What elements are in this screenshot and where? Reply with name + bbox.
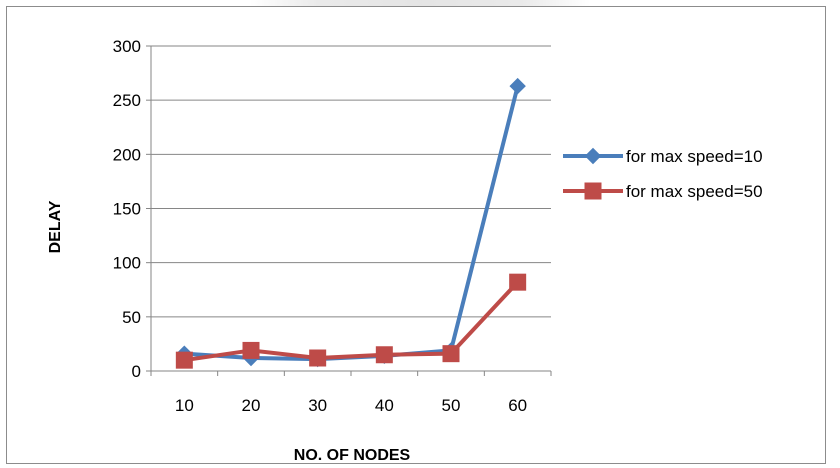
legend-entry-1: for max speed=10: [563, 147, 763, 166]
axes: [146, 45, 552, 376]
legend-marker: [584, 182, 602, 200]
legend-entry-2: for max speed=50: [563, 182, 763, 201]
data-point: [175, 351, 193, 369]
legend: for max speed=10 for max speed=50: [563, 147, 763, 201]
data-point: [509, 77, 526, 95]
x-axis-title: NO. OF NODES: [294, 447, 411, 464]
x-tick-label: 50: [442, 396, 461, 415]
series-1: [176, 77, 526, 368]
legend-label: for max speed=50: [626, 182, 763, 201]
y-tick-label: 50: [122, 308, 141, 327]
data-point: [509, 273, 527, 291]
x-tick-label: 60: [508, 396, 527, 415]
x-tick-label: 20: [242, 396, 261, 415]
x-tick-label: 10: [175, 396, 194, 415]
chart-frame: [6, 6, 826, 464]
data-point: [442, 345, 460, 363]
y-tick-label: 200: [113, 145, 141, 164]
series-line: [182, 84, 520, 362]
y-tick-labels: 0 50 100 150 200 250 300: [113, 37, 141, 381]
data-point: [375, 346, 393, 364]
y-axis-title: DELAY: [47, 200, 64, 253]
data-point: [309, 349, 327, 367]
y-tick-label: 100: [113, 254, 141, 273]
data-point: [242, 341, 260, 359]
y-tick-label: 150: [113, 200, 141, 219]
gridlines: [151, 45, 551, 318]
x-tick-label: 30: [308, 396, 327, 415]
x-tick-labels: 10 20 30 40 50 60: [175, 396, 527, 415]
y-tick-label: 0: [132, 362, 141, 381]
series-line: [182, 280, 520, 363]
top-decor-strip: [250, 0, 590, 8]
legend-marker: [584, 147, 602, 165]
series: [175, 77, 527, 369]
y-tick-label: 300: [113, 37, 141, 56]
x-tick-label: 40: [375, 396, 394, 415]
y-tick-label: 250: [113, 91, 141, 110]
legend-label: for max speed=10: [626, 147, 763, 166]
series-2: [175, 273, 527, 369]
